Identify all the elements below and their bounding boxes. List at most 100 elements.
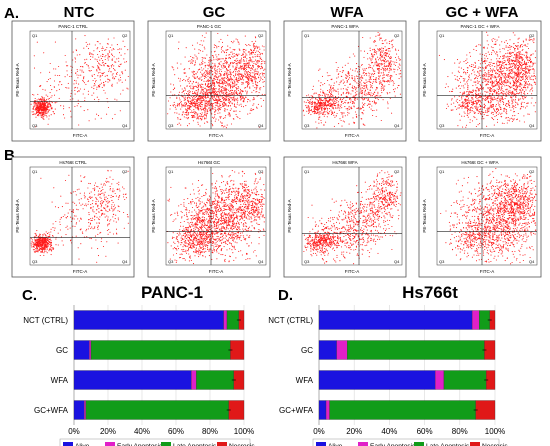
flow-event-dot xyxy=(479,103,481,106)
flow-event-dot xyxy=(236,83,238,85)
flow-event-dot xyxy=(490,112,492,114)
flow-event-dot xyxy=(107,59,109,61)
flow-event-dot xyxy=(178,97,181,99)
flow-event-dot xyxy=(362,105,364,107)
flow-event-dot xyxy=(387,75,389,77)
flow-event-dot xyxy=(259,68,262,70)
flow-event-dot xyxy=(203,118,206,120)
flow-event-dot xyxy=(178,91,180,93)
flow-event-dot xyxy=(190,85,192,87)
flow-event-dot xyxy=(479,63,481,65)
flow-event-dot xyxy=(237,41,239,43)
flow-event-dot xyxy=(495,75,497,77)
flow-event-dot xyxy=(499,56,502,58)
flow-event-dot xyxy=(389,50,391,52)
flow-event-dot xyxy=(375,77,377,79)
flow-event-dot xyxy=(322,84,324,86)
flow-event-dot xyxy=(90,53,92,55)
flow-event-dot xyxy=(245,63,247,65)
flow-event-dot xyxy=(380,119,382,122)
flow-event-dot xyxy=(184,113,186,116)
flow-event-dot xyxy=(203,80,205,82)
flow-event-dot xyxy=(201,44,203,46)
flow-event-dot xyxy=(332,100,334,102)
flow-event-dot xyxy=(521,87,523,89)
flow-event-dot xyxy=(106,64,108,67)
flow-event-dot xyxy=(243,59,245,61)
flow-event-dot xyxy=(176,112,178,114)
flow-event-dot xyxy=(325,107,327,110)
flow-event-dot xyxy=(219,117,222,119)
flow-event-dot xyxy=(363,74,365,76)
flow-event-dot xyxy=(232,70,235,72)
flow-event-dot xyxy=(254,70,256,72)
flow-event-dot xyxy=(233,104,236,106)
flow-event-dot xyxy=(93,92,95,94)
flow-event-dot xyxy=(382,59,384,61)
flow-event-dot xyxy=(466,72,468,74)
flow-event-dot xyxy=(383,53,385,55)
flow-event-dot xyxy=(309,101,311,103)
flow-event-dot xyxy=(87,93,89,95)
flow-event-dot xyxy=(253,77,255,79)
flow-event-dot xyxy=(214,44,217,47)
flow-event-dot xyxy=(487,81,490,83)
flow-event-dot xyxy=(179,99,181,101)
flow-event-dot xyxy=(324,95,326,97)
flow-event-dot xyxy=(369,64,371,67)
flow-event-dot xyxy=(41,112,43,114)
flow-event-dot xyxy=(115,72,118,75)
flow-event-dot xyxy=(231,79,233,81)
flow-event-dot xyxy=(99,76,101,78)
flow-event-dot xyxy=(229,102,231,105)
flow-event-dot xyxy=(510,59,512,61)
flow-event-dot xyxy=(512,68,514,70)
flow-event-dot xyxy=(227,114,229,116)
flow-event-dot xyxy=(240,103,242,105)
flow-event-dot xyxy=(340,119,342,122)
flow-event-dot xyxy=(184,108,187,110)
flow-event-dot xyxy=(48,97,51,100)
flow-event-dot xyxy=(35,126,37,128)
flow-event-dot xyxy=(332,104,334,106)
flow-event-dot xyxy=(227,74,229,76)
flow-event-dot xyxy=(333,100,335,102)
flow-event-dot xyxy=(483,69,485,71)
flow-event-dot xyxy=(393,89,395,91)
flow-event-dot xyxy=(200,62,203,64)
flow-event-dot xyxy=(228,101,230,103)
flow-event-dot xyxy=(233,118,235,120)
flow-event-dot xyxy=(190,103,192,105)
flow-event-dot xyxy=(204,75,206,77)
flow-event-dot xyxy=(515,95,517,98)
flow-event-dot xyxy=(111,44,113,46)
flow-event-dot xyxy=(189,85,191,87)
flow-event-dot xyxy=(224,73,226,75)
column-header-wfa: WFA xyxy=(330,4,363,21)
flow-event-dot xyxy=(54,74,56,76)
flow-event-dot xyxy=(389,62,391,64)
flow-event-dot xyxy=(236,73,238,75)
flow-event-dot xyxy=(217,81,219,83)
flow-event-dot xyxy=(205,69,207,71)
flow-event-dot xyxy=(514,98,516,100)
flow-event-dot xyxy=(522,70,524,72)
flow-event-dot xyxy=(348,77,351,79)
flow-event-dot xyxy=(312,96,314,98)
flow-event-dot xyxy=(240,98,243,100)
flow-event-dot xyxy=(211,98,214,100)
flow-event-dot xyxy=(498,100,500,102)
flow-event-dot xyxy=(89,43,91,45)
flow-event-dot xyxy=(496,63,498,65)
flow-event-dot xyxy=(109,79,111,81)
flow-event-dot xyxy=(211,104,213,106)
flow-event-dot xyxy=(203,109,205,112)
flow-event-dot xyxy=(311,100,313,102)
flow-event-dot xyxy=(94,84,96,86)
flow-event-dot xyxy=(104,84,106,86)
flow-event-dot xyxy=(384,46,386,48)
flow-event-dot xyxy=(78,124,80,126)
flow-event-dot xyxy=(208,103,210,105)
flow-event-dot xyxy=(472,85,474,87)
flow-event-dot xyxy=(482,67,484,69)
